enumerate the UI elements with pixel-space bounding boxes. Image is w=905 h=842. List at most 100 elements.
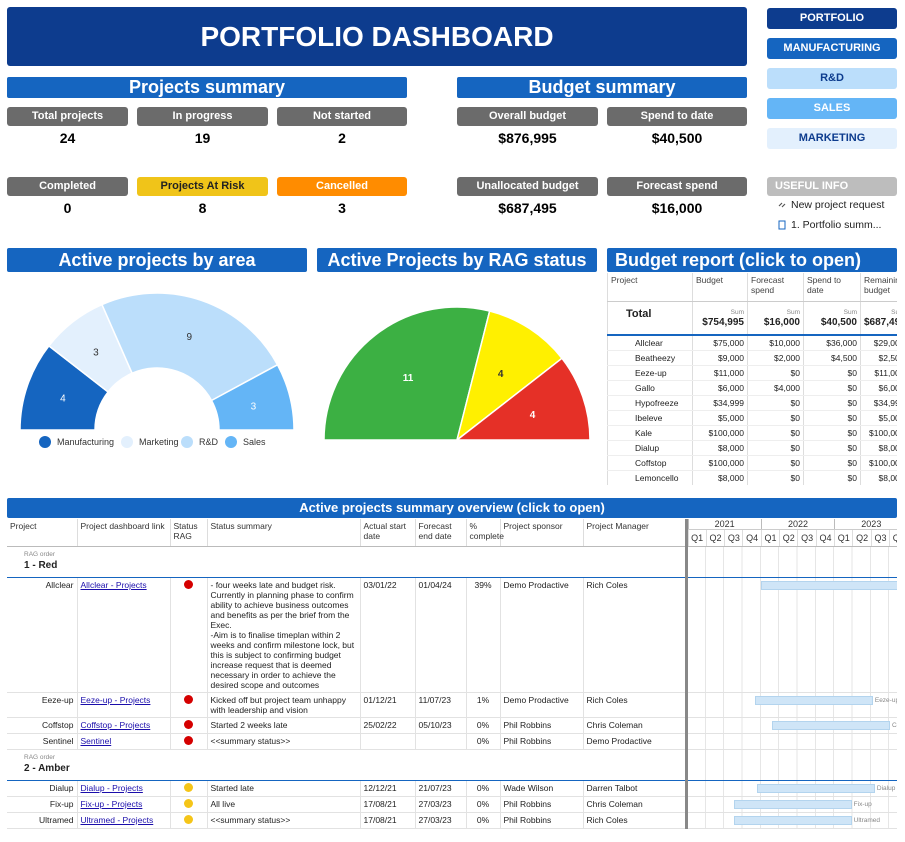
link-cell: Dialup - Projects bbox=[77, 780, 171, 797]
budget-report-title[interactable]: Budget report (click to open) bbox=[607, 248, 897, 272]
budget-grid: Project Budget Forecast spend Spend to date… bbox=[607, 273, 897, 485]
budget-cell: $10,000 bbox=[747, 335, 804, 351]
pie-slice bbox=[323, 306, 491, 441]
rag-dot bbox=[184, 580, 193, 589]
slice-label: 4 bbox=[60, 394, 66, 405]
gantt-bar bbox=[761, 581, 897, 590]
slice-label: 11 bbox=[403, 373, 414, 384]
manager: Rich Coles bbox=[583, 812, 688, 829]
budget-cell: $0 bbox=[747, 455, 804, 471]
project-link[interactable]: Allclear - Projects bbox=[80, 580, 147, 590]
budget-cell: $4,500 bbox=[803, 350, 861, 366]
sum-label: Sum bbox=[730, 309, 744, 316]
kpi-label: Forecast spend bbox=[607, 177, 747, 196]
column-header: Forecast spend bbox=[747, 273, 804, 302]
project-name: Kale bbox=[607, 425, 693, 441]
quarter-label: Q3 bbox=[870, 530, 889, 546]
end-date: 27/03/23 bbox=[415, 812, 467, 829]
gantt-bar-label: Coffstop bbox=[891, 722, 897, 729]
rag-cell bbox=[170, 812, 208, 829]
chart-title: Active projects by area bbox=[7, 248, 307, 272]
total-cell: Sum $40,500 bbox=[803, 301, 861, 336]
info-link[interactable]: 1. Portfolio summ... bbox=[791, 219, 882, 231]
kpi-value: $876,995 bbox=[498, 130, 557, 146]
overview-title[interactable]: Active projects summary overview (click … bbox=[7, 498, 897, 518]
column-header: Actual start date bbox=[360, 519, 416, 547]
rag-dot bbox=[184, 799, 193, 808]
budget-row: Ibeleve$5,000$0$0$5,000 bbox=[607, 410, 897, 426]
budget-cell: $100,000 bbox=[860, 425, 897, 441]
quarter-label: Q2 bbox=[779, 530, 797, 546]
nav-button[interactable]: PORTFOLIO bbox=[767, 8, 897, 29]
column-header: % complete bbox=[466, 519, 504, 547]
chart-title: Active Projects by RAG status bbox=[317, 248, 597, 272]
end-date: 01/04/24 bbox=[415, 577, 467, 693]
budget-cell: $8,000 bbox=[860, 470, 897, 485]
end-date: 27/03/23 bbox=[415, 796, 467, 813]
kpi-label: Overall budget bbox=[457, 107, 598, 126]
percent-complete: 0% bbox=[466, 812, 501, 829]
status-summary: - four weeks late and budget risk. Curre… bbox=[207, 577, 361, 693]
sponsor: Phil Robbins bbox=[500, 717, 584, 734]
project-link[interactable]: Eeze-up - Projects bbox=[80, 695, 151, 705]
nav-button[interactable]: SALES bbox=[767, 98, 897, 119]
kpi-value: 24 bbox=[59, 130, 76, 146]
quarter-label: Q3 bbox=[797, 530, 815, 546]
start-date bbox=[360, 733, 416, 750]
budget-row: Gallo$6,000$4,000$0$6,000 bbox=[607, 380, 897, 396]
project-link[interactable]: Dialup - Projects bbox=[80, 783, 143, 793]
budget-cell: $4,000 bbox=[747, 380, 804, 396]
column-header: Project bbox=[7, 519, 78, 547]
rag-dot bbox=[184, 783, 193, 792]
gantt-cell: Ultramed bbox=[686, 812, 897, 829]
group-name: 2 - Amber bbox=[24, 763, 70, 774]
legend-label: Sales bbox=[243, 437, 266, 447]
budget-cell: $11,000 bbox=[860, 365, 897, 381]
project-link[interactable]: Coffstop - Projects bbox=[80, 720, 151, 730]
project-name: Ibeleve bbox=[607, 410, 693, 426]
gantt-bar-label: Dialup bbox=[876, 785, 896, 792]
sponsor: Demo Prodactive bbox=[500, 577, 584, 693]
budget-row: Dialup$8,000$0$0$8,000 bbox=[607, 440, 897, 456]
nav-button[interactable]: R&D bbox=[767, 68, 897, 89]
info-link[interactable]: New project request bbox=[791, 199, 885, 211]
legend-label: Manufacturing bbox=[57, 437, 114, 447]
rag-dot bbox=[184, 736, 193, 745]
start-date: 17/08/21 bbox=[360, 812, 416, 829]
project-link[interactable]: Ultramed - Projects bbox=[80, 815, 154, 825]
total-value: $16,000 bbox=[763, 317, 800, 328]
link-cell: Sentinel bbox=[77, 733, 171, 750]
nav-button[interactable]: MANUFACTURING bbox=[767, 38, 897, 59]
quarter-label: Q4 bbox=[889, 530, 897, 546]
link-cell: Ultramed - Projects bbox=[77, 812, 171, 829]
project-name: Sentinel bbox=[7, 733, 78, 750]
total-cell: Sum $754,995 bbox=[692, 301, 748, 336]
group-cell: RAG order 1 - Red bbox=[7, 546, 688, 578]
budget-cell: $8,000 bbox=[692, 440, 748, 456]
budget-cell: $29,000 bbox=[860, 335, 897, 351]
header-row: Project Project dashboard link Status RAG S… bbox=[7, 519, 897, 547]
end-date bbox=[415, 733, 467, 750]
percent-complete: 0% bbox=[466, 733, 501, 750]
column-header: Project dashboard link bbox=[77, 519, 171, 547]
kpi-label: Unallocated budget bbox=[457, 177, 598, 196]
manager: Demo Prodactive bbox=[583, 733, 688, 750]
budget-cell: $0 bbox=[803, 380, 861, 396]
group-row: RAG order 2 - Amber bbox=[7, 749, 897, 781]
kpi-value: $40,500 bbox=[651, 130, 703, 146]
budget-cell: $0 bbox=[803, 470, 861, 485]
rag-cell bbox=[170, 733, 208, 750]
year-label: 2023 bbox=[834, 519, 897, 529]
project-link[interactable]: Fix-up - Projects bbox=[80, 799, 143, 809]
sponsor: Phil Robbins bbox=[500, 812, 584, 829]
quarter-label: Q1 bbox=[834, 530, 852, 546]
budget-cell: $0 bbox=[747, 410, 804, 426]
project-link[interactable]: Sentinel bbox=[80, 736, 112, 746]
column-header: Forecast end date bbox=[415, 519, 467, 547]
years: 2021 2022 2023 bbox=[687, 519, 897, 530]
overview-grid: Project Project dashboard link Status RAG S… bbox=[7, 519, 897, 829]
project-name: Gallo bbox=[607, 380, 693, 396]
nav-button[interactable]: MARKETING bbox=[767, 128, 897, 149]
pie-slice bbox=[455, 310, 564, 442]
project-name: Lemoncello bbox=[607, 470, 693, 485]
